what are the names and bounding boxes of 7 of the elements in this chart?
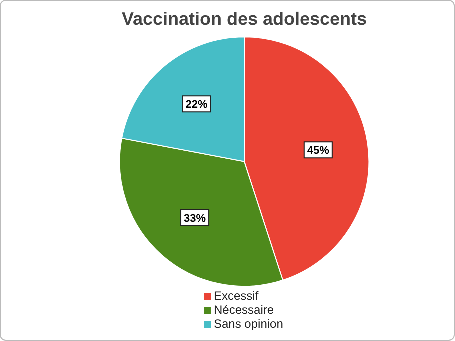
legend-label: Sans opinion — [214, 317, 284, 331]
data-label: 45% — [307, 145, 330, 158]
chart-title: Vaccination des adolescents — [122, 8, 368, 29]
legend-label: Nécessaire — [214, 303, 274, 317]
data-label: 33% — [184, 212, 206, 225]
legend-label: Excessif — [214, 289, 259, 303]
data-label: 22% — [186, 99, 208, 112]
